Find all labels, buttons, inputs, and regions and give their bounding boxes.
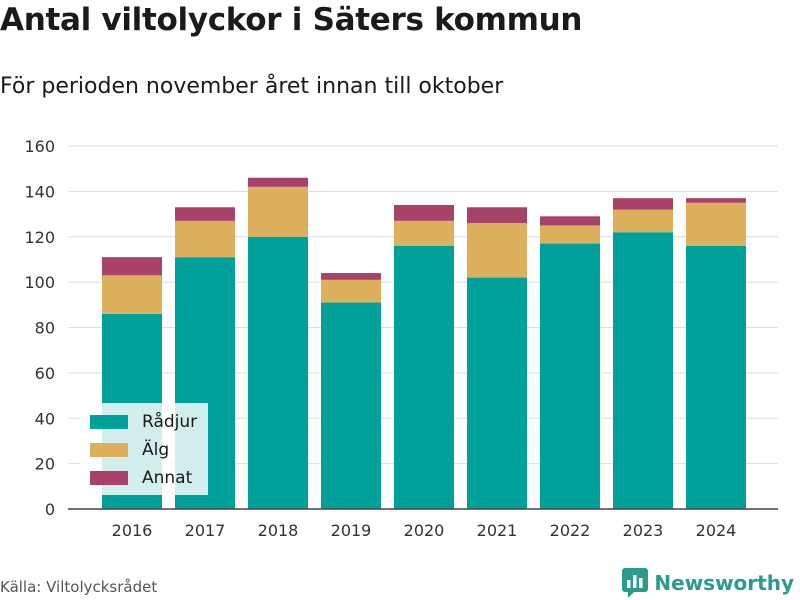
x-tick-label: 2024 — [696, 521, 737, 540]
bar-r-djur-2019 — [321, 302, 381, 509]
y-tick-label: 20 — [35, 455, 55, 474]
bar-r-djur-2021 — [467, 277, 527, 509]
legend-swatch-annat — [90, 471, 128, 485]
brand-logo[interactable]: Newsworthy — [622, 568, 794, 598]
bar-annat-2023 — [613, 198, 673, 210]
bar--lg-2016 — [102, 275, 162, 314]
chart-legend: Rådjur Älg Annat — [80, 403, 208, 495]
legend-swatch-alg — [90, 443, 128, 457]
x-tick-label: 2021 — [477, 521, 518, 540]
newsworthy-logo-icon — [622, 568, 649, 598]
x-tick-label: 2016 — [112, 521, 153, 540]
y-tick-label: 100 — [24, 273, 55, 292]
legend-label-alg: Älg — [142, 440, 170, 460]
brand-name: Newsworthy — [654, 571, 794, 595]
legend-swatch-radjur — [90, 415, 128, 429]
bar-annat-2021 — [467, 207, 527, 224]
x-tick-label: 2019 — [331, 521, 372, 540]
legend-item-alg: Älg — [90, 439, 169, 461]
bar-annat-2017 — [175, 207, 235, 221]
bar-r-djur-2020 — [394, 245, 454, 509]
bar-annat-2018 — [248, 177, 308, 187]
y-tick-label: 0 — [45, 500, 55, 519]
bar--lg-2022 — [540, 225, 600, 244]
y-tick-label: 40 — [35, 409, 55, 428]
x-tick-label: 2023 — [623, 521, 664, 540]
bar-annat-2016 — [102, 257, 162, 276]
bar-r-djur-2024 — [686, 245, 746, 509]
bar--lg-2024 — [686, 202, 746, 246]
x-tick-label: 2022 — [550, 521, 591, 540]
x-tick-label: 2020 — [404, 521, 445, 540]
y-tick-label: 160 — [24, 137, 55, 156]
x-tick-label: 2017 — [185, 521, 226, 540]
y-tick-label: 120 — [24, 228, 55, 247]
bar--lg-2023 — [613, 209, 673, 233]
bar--lg-2021 — [467, 223, 527, 278]
source-note: Källa: Viltolycksrådet — [0, 578, 158, 596]
legend-item-annat: Annat — [90, 467, 192, 489]
legend-label-radjur: Rådjur — [142, 412, 198, 432]
bar-annat-2019 — [321, 273, 381, 280]
y-tick-label: 80 — [35, 319, 55, 338]
bar-annat-2024 — [686, 198, 746, 203]
bar-r-djur-2018 — [248, 236, 308, 509]
bar-annat-2020 — [394, 204, 454, 221]
bar-r-djur-2023 — [613, 232, 673, 509]
chart-subtitle: För perioden november året innan till ok… — [0, 74, 504, 99]
bar--lg-2020 — [394, 220, 454, 246]
x-tick-label: 2018 — [258, 521, 299, 540]
y-tick-label: 140 — [24, 182, 55, 201]
bar--lg-2019 — [321, 279, 381, 303]
y-tick-label: 60 — [35, 364, 55, 383]
bar--lg-2018 — [248, 186, 308, 237]
legend-item-radjur: Rådjur — [90, 411, 197, 433]
bar-annat-2022 — [540, 216, 600, 226]
bar--lg-2017 — [175, 220, 235, 258]
bar-r-djur-2022 — [540, 243, 600, 509]
chart-title: Antal viltolyckor i Säters kommun — [0, 2, 583, 38]
legend-label-annat: Annat — [142, 468, 193, 488]
